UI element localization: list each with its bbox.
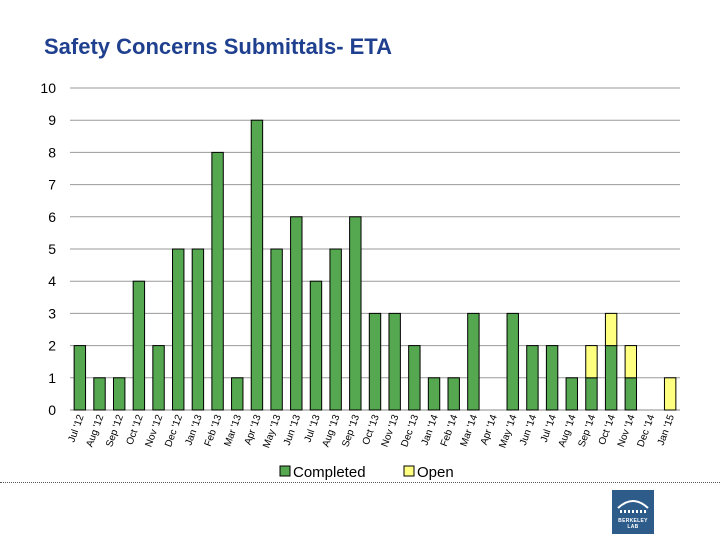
bar-completed xyxy=(191,248,205,411)
y-tick-label: 1 xyxy=(48,370,56,386)
x-tick-label: Nov '13 xyxy=(380,413,402,449)
x-tick-label: Jun '14 xyxy=(518,413,539,447)
legend-label-completed: Completed xyxy=(293,464,366,481)
bar-completed xyxy=(388,312,401,411)
legend-label-open: Open xyxy=(417,464,454,481)
x-tick-label: Oct '12 xyxy=(125,413,146,447)
legend: Completed Open xyxy=(279,464,454,481)
x-tick-label: Jan '13 xyxy=(183,413,204,447)
legend-swatch-open xyxy=(403,465,415,477)
bar-completed xyxy=(624,377,638,411)
y-tick-label: 0 xyxy=(48,402,56,418)
x-tick-label: Dec '14 xyxy=(635,413,657,449)
x-tick-label: Feb '14 xyxy=(439,413,461,448)
y-tick-label: 9 xyxy=(48,112,56,128)
x-tick-label: Jan '15 xyxy=(656,413,677,447)
bar-completed xyxy=(231,377,244,411)
bar-completed xyxy=(112,377,126,411)
x-tick-label: Dec '13 xyxy=(399,413,421,449)
bar-completed xyxy=(526,345,539,411)
x-tick-label: Jul '13 xyxy=(303,413,323,444)
y-tick-label: 8 xyxy=(48,144,56,160)
bar-completed xyxy=(132,280,146,411)
x-tick-label: Oct '14 xyxy=(597,413,618,447)
bar-completed xyxy=(270,248,283,411)
bar-completed xyxy=(447,377,460,411)
bar-completed xyxy=(93,377,106,411)
bar-completed xyxy=(368,312,382,411)
footer-divider xyxy=(0,482,720,483)
x-tick-label: Jan '14 xyxy=(420,413,441,447)
x-tick-label: Aug '12 xyxy=(85,413,107,449)
bar-completed xyxy=(211,151,224,411)
lab-building-icon xyxy=(617,500,649,513)
legend-swatch-completed xyxy=(279,465,291,477)
bar-open xyxy=(624,345,638,379)
x-tick-label: Apr '13 xyxy=(243,413,264,447)
y-tick-label: 5 xyxy=(48,241,56,257)
x-tick-label: Mar '14 xyxy=(459,413,481,448)
x-tick-label: Nov '12 xyxy=(144,413,166,449)
y-tick-label: 7 xyxy=(48,177,56,193)
bar-completed xyxy=(467,312,480,411)
bar-open xyxy=(604,312,618,347)
y-tick-label: 10 xyxy=(40,80,56,96)
bar-open xyxy=(585,345,598,379)
x-tick-label: May '13 xyxy=(261,413,283,450)
bars xyxy=(73,119,677,411)
x-tick-label: Apr '14 xyxy=(479,413,500,447)
x-tick-label: Mar '13 xyxy=(222,413,244,448)
x-tick-label: Sep '14 xyxy=(576,413,598,449)
y-axis-ticks: 0 1 2 3 4 5 6 7 8 9 10 xyxy=(40,80,56,418)
x-tick-label: Sep '12 xyxy=(104,413,126,449)
x-tick-label: Nov '14 xyxy=(616,413,638,449)
x-tick-label: Feb '13 xyxy=(203,413,225,448)
bar-completed xyxy=(290,216,303,411)
y-tick-label: 4 xyxy=(48,273,56,289)
x-tick-label: Jun '13 xyxy=(282,413,303,447)
x-tick-label: May '14 xyxy=(497,413,519,450)
y-tick-label: 6 xyxy=(48,209,56,225)
bar-completed xyxy=(585,377,598,411)
bar-open xyxy=(663,377,677,411)
x-tick-label: Aug '13 xyxy=(321,413,343,449)
bar-completed xyxy=(506,312,519,411)
x-tick-label: Aug '14 xyxy=(557,413,579,449)
x-tick-label: Oct '13 xyxy=(361,413,382,447)
chart-title: Safety Concerns Submittals- ETA xyxy=(44,34,392,59)
bar-completed xyxy=(408,345,421,411)
berkeley-lab-logo: BERKELEY LAB xyxy=(612,490,654,534)
bar-completed xyxy=(604,345,618,411)
x-tick-label: Jul '12 xyxy=(67,413,87,444)
x-tick-label: Sep '13 xyxy=(340,413,362,449)
bar-completed xyxy=(349,216,362,411)
bar-completed xyxy=(427,377,441,411)
logo-text: BERKELEY LAB xyxy=(618,518,648,530)
bar-completed xyxy=(329,248,342,411)
bar-completed xyxy=(565,377,578,411)
bar-completed xyxy=(545,345,559,411)
bar-completed xyxy=(309,280,323,411)
x-tick-label: Dec '12 xyxy=(163,413,185,449)
bar-completed xyxy=(250,119,264,411)
y-tick-label: 3 xyxy=(48,305,56,321)
x-tick-label: Jul '14 xyxy=(539,413,559,444)
bar-completed xyxy=(152,345,165,411)
bar-completed xyxy=(73,345,87,411)
y-tick-label: 2 xyxy=(48,338,56,354)
bar-completed xyxy=(172,248,185,411)
